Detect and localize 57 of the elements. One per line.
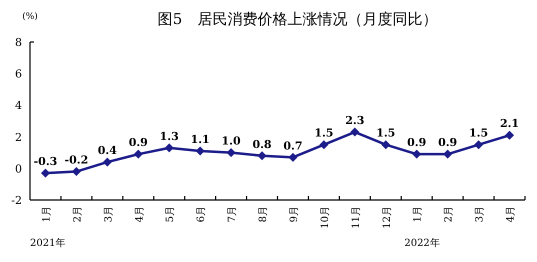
x-tick-label: 5月 <box>165 206 176 222</box>
x-tick-label: 4月 <box>134 206 146 222</box>
data-label: 1.0 <box>222 134 242 148</box>
point <box>258 151 267 160</box>
x-tick-label: 3月 <box>103 206 114 222</box>
text: 2022年 <box>404 237 440 249</box>
y-tick-label: 8 <box>15 36 22 49</box>
point <box>381 140 390 150</box>
data-label: 1.5 <box>376 126 396 140</box>
chart-title: 图5 居民消费价格上涨情况（月度同比） <box>158 10 438 28</box>
data-label: 0.7 <box>283 139 303 152</box>
point <box>226 148 236 158</box>
data-label: 0.4 <box>98 144 118 158</box>
point <box>196 146 205 156</box>
y-tick-label: 4 <box>15 99 22 112</box>
data-label: 1.3 <box>160 130 179 143</box>
x-tick-label: 11月 <box>350 206 362 229</box>
text: 2021年 <box>30 237 66 249</box>
point <box>412 150 422 159</box>
point <box>505 130 514 140</box>
data-label: 1.1 <box>190 133 210 146</box>
x-tick-label: 8月 <box>258 206 270 222</box>
y-tick-label: -2 <box>11 194 22 207</box>
x-tick-label: 6月 <box>196 206 208 222</box>
point <box>40 168 50 178</box>
x-tick-label: 1月 <box>412 206 424 222</box>
data-label: -0.3 <box>34 155 58 168</box>
point <box>319 140 328 150</box>
x-tick-label: 12月 <box>382 206 393 229</box>
y-tick-label: 0 <box>15 162 22 176</box>
point <box>134 150 143 159</box>
x-tick-label: 9月 <box>288 206 300 222</box>
x-tick-label: 7月 <box>227 206 238 222</box>
x-tick-label: 2月 <box>444 206 455 222</box>
data-label: 1.5 <box>314 126 334 140</box>
y-tick-label: 2 <box>15 130 22 144</box>
x-tick-label: 3月 <box>474 206 486 222</box>
point <box>350 128 360 137</box>
point <box>164 143 174 152</box>
data-label: 2.3 <box>345 114 364 128</box>
data-label: 1.5 <box>469 126 488 140</box>
point <box>474 140 484 150</box>
data-label: 0.9 <box>407 136 426 150</box>
data-label: 0.9 <box>128 136 148 150</box>
x-tick-label: 4月 <box>506 206 517 222</box>
y-axis-title: (%) <box>22 12 38 22</box>
x-tick-label: 1月 <box>41 206 52 222</box>
y-tick-label: 6 <box>15 68 22 81</box>
data-label: 2.1 <box>500 117 520 130</box>
x-tick-label: 2月 <box>72 206 84 222</box>
x-tick-label: 10月 <box>320 206 331 229</box>
data-label: 0.9 <box>438 136 458 150</box>
point <box>443 150 452 159</box>
point <box>288 152 298 162</box>
data-label: -0.2 <box>64 154 88 167</box>
data-label: 0.8 <box>252 138 272 151</box>
point <box>102 158 112 167</box>
